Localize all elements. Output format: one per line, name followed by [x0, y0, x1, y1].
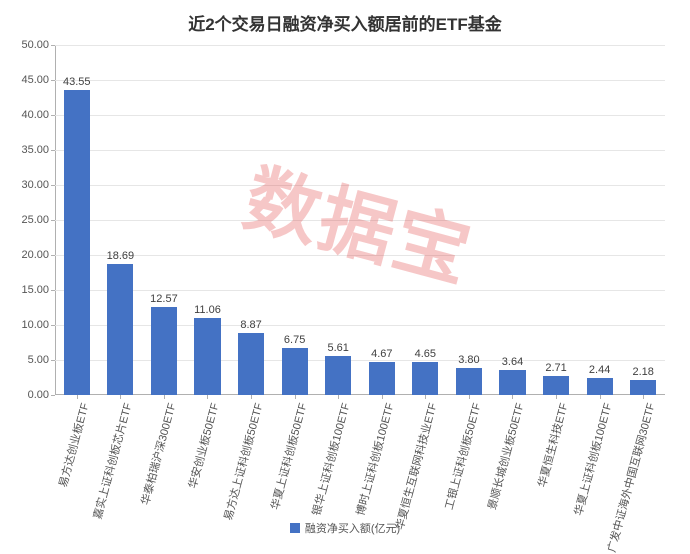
- xtick-label: 博时上证科创板100ETF: [352, 401, 398, 517]
- xtick-mark: [207, 395, 208, 399]
- xtick-mark: [469, 395, 470, 399]
- xtick-label: 华泰柏瑞沪深300ETF: [137, 401, 180, 507]
- xtick-label: 景顺长城创业板50ETF: [484, 401, 528, 511]
- bar-value-label: 5.61: [327, 342, 348, 354]
- ytick-label: 40.00: [21, 109, 55, 121]
- bar-rect: [456, 368, 482, 395]
- xtick-label: 银华上证科创板100ETF: [308, 401, 354, 517]
- ytick-label: 45.00: [21, 74, 55, 86]
- xtick-label: 嘉实上证科创板芯片ETF: [89, 401, 135, 521]
- xtick-mark: [164, 395, 165, 399]
- bar-rect: [107, 264, 133, 395]
- xtick-mark: [77, 395, 78, 399]
- ytick-label: 30.00: [21, 179, 55, 191]
- legend: 融资净买入额(亿元): [0, 520, 690, 536]
- ytick-label: 10.00: [21, 319, 55, 331]
- xtick-mark: [643, 395, 644, 399]
- bar-rect: [282, 348, 308, 395]
- bar-rect: [64, 90, 90, 395]
- plot-area: 43.55易方达创业板ETF18.69嘉实上证科创板芯片ETF12.57华泰柏瑞…: [55, 45, 665, 395]
- bar-rect: [194, 318, 220, 395]
- bar-value-label: 4.67: [371, 348, 392, 360]
- xtick-mark: [382, 395, 383, 399]
- bar-value-label: 18.69: [107, 250, 135, 262]
- legend-swatch: [290, 523, 300, 533]
- xtick-mark: [556, 395, 557, 399]
- legend-label: 融资净买入额(亿元): [305, 520, 400, 536]
- xtick-label: 华夏恒生科技ETF: [534, 401, 572, 489]
- bar-value-label: 11.06: [194, 304, 221, 316]
- xtick-label: 华夏上证科创板50ETF: [266, 401, 310, 511]
- xtick-mark: [295, 395, 296, 399]
- bar-rect: [238, 333, 264, 395]
- xtick-mark: [120, 395, 121, 399]
- bar-value-label: 3.80: [458, 354, 479, 366]
- xtick-mark: [512, 395, 513, 399]
- bar-rect: [543, 376, 569, 395]
- xtick-mark: [251, 395, 252, 399]
- xtick-mark: [338, 395, 339, 399]
- ytick-label: 50.00: [21, 39, 55, 51]
- xtick-label: 华夏恒生互联网科技业ETF: [391, 401, 440, 531]
- ytick-label: 35.00: [21, 144, 55, 156]
- bar-value-label: 6.75: [284, 334, 305, 346]
- bar-rect: [630, 380, 656, 395]
- bar-value-label: 2.44: [589, 364, 610, 376]
- bar-value-label: 2.71: [545, 362, 566, 374]
- bar-rect: [325, 356, 351, 395]
- bar-rect: [151, 307, 177, 395]
- xtick-label: 华安创业板50ETF: [185, 401, 223, 490]
- chart-title: 近2个交易日融资净买入额居前的ETF基金: [0, 10, 690, 35]
- xtick-label: 易方达上证科创板50ETF: [220, 401, 267, 522]
- bar-rect: [412, 362, 438, 395]
- ytick-label: 20.00: [21, 249, 55, 261]
- xtick-label: 工银上证科创板50ETF: [440, 401, 484, 511]
- ytick-label: 25.00: [21, 214, 55, 226]
- bars-group: 43.55易方达创业板ETF18.69嘉实上证科创板芯片ETF12.57华泰柏瑞…: [55, 45, 665, 395]
- chart-container: 近2个交易日融资净买入额居前的ETF基金 43.55易方达创业板ETF18.69…: [0, 0, 690, 544]
- bar-value-label: 8.87: [240, 319, 261, 331]
- bar-value-label: 3.64: [502, 356, 523, 368]
- bar-value-label: 12.57: [150, 293, 178, 305]
- bar-value-label: 4.65: [415, 348, 436, 360]
- xtick-mark: [425, 395, 426, 399]
- bar-value-label: 43.55: [63, 76, 91, 88]
- xtick-label: 华夏上证科创板100ETF: [570, 401, 616, 517]
- xtick-label: 易方达创业板ETF: [54, 401, 92, 489]
- xtick-mark: [600, 395, 601, 399]
- ytick-label: 15.00: [21, 284, 55, 296]
- bar-rect: [369, 362, 395, 395]
- bar-rect: [499, 370, 525, 395]
- ytick-label: 0.00: [28, 389, 55, 401]
- bar-value-label: 2.18: [632, 366, 653, 378]
- ytick-label: 5.00: [28, 354, 55, 366]
- bar-rect: [587, 378, 613, 395]
